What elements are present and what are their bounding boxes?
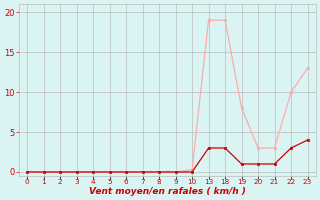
X-axis label: Vent moyen/en rafales ( km/h ): Vent moyen/en rafales ( km/h ) <box>89 187 246 196</box>
